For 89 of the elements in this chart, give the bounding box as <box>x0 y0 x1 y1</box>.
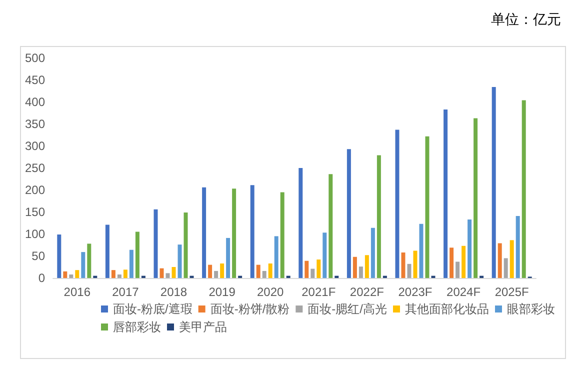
x-tick-label: 2016 <box>64 285 91 299</box>
bar <box>522 100 526 278</box>
bar <box>395 130 400 278</box>
bar <box>256 264 260 278</box>
bar <box>87 244 92 278</box>
bar <box>123 270 128 278</box>
bar <box>262 270 266 278</box>
bar <box>498 243 502 278</box>
x-tick-label: 2025F <box>494 285 529 299</box>
x-tick-label: 2022F <box>350 285 384 299</box>
x-tick-label: 2024F <box>446 285 481 299</box>
bar <box>310 268 315 278</box>
legend-label: 其他面部化妆品 <box>404 302 489 316</box>
bar <box>370 228 375 278</box>
y-tick-label: 350 <box>24 117 46 131</box>
bar <box>516 216 520 278</box>
y-tick-label: 500 <box>24 51 46 65</box>
bar <box>316 260 321 278</box>
bar <box>117 274 122 278</box>
bar <box>135 232 140 278</box>
bar <box>172 267 176 278</box>
bar <box>129 250 134 278</box>
bar <box>81 252 86 278</box>
bar <box>274 236 278 278</box>
bar <box>510 240 514 278</box>
bar <box>419 224 424 278</box>
bar <box>425 136 430 278</box>
x-tick-label: 2017 <box>112 285 140 299</box>
bar <box>358 266 363 278</box>
y-tick-label: 0 <box>38 271 46 285</box>
bar <box>462 246 466 278</box>
legend-label: 面妆-粉饼/散粉 <box>210 302 290 316</box>
y-tick-label: 300 <box>24 139 46 153</box>
text: 单位：亿元 <box>491 11 561 27</box>
bar <box>57 234 62 278</box>
y-tick-label: 450 <box>24 73 46 87</box>
bar <box>226 238 230 278</box>
bar <box>154 209 158 278</box>
bar <box>111 270 116 278</box>
y-tick-label: 150 <box>24 205 46 219</box>
bar <box>401 252 406 278</box>
bar <box>69 274 74 278</box>
bar <box>504 258 508 278</box>
x-tick-label: 2018 <box>160 285 188 299</box>
bar <box>376 155 381 278</box>
bar <box>328 174 333 278</box>
bar <box>105 224 110 278</box>
bar <box>268 263 272 278</box>
bar <box>250 185 254 278</box>
bar <box>413 250 418 278</box>
bar <box>304 260 309 278</box>
bar <box>160 268 164 278</box>
bar <box>232 188 236 278</box>
bar <box>202 187 206 278</box>
x-tick-label: 2021F <box>302 285 336 299</box>
bar <box>468 219 472 278</box>
y-tick-label: 50 <box>32 249 46 263</box>
y-tick-label: 400 <box>24 95 46 109</box>
legend-label: 眼部彩妆 <box>506 302 555 316</box>
bar <box>166 273 170 278</box>
bar <box>456 262 460 278</box>
legend-label: 面妆-粉底/遮瑕 <box>113 302 192 316</box>
legend-label: 美甲产品 <box>179 320 227 334</box>
bar <box>322 232 327 278</box>
bar <box>346 149 351 278</box>
legend-label: 唇部彩妆 <box>113 320 161 334</box>
bar <box>492 87 496 278</box>
x-tick-label: 2023F <box>398 285 432 299</box>
y-tick-label: 200 <box>24 183 46 197</box>
bar <box>444 109 448 278</box>
bar <box>407 264 412 278</box>
bar <box>184 212 188 278</box>
bar <box>208 264 212 278</box>
bar <box>364 255 369 278</box>
bar <box>450 248 454 278</box>
bar <box>63 271 68 278</box>
bar <box>214 270 218 278</box>
bar <box>75 270 80 278</box>
bar <box>352 256 357 278</box>
x-tick-label: 2020 <box>257 285 284 299</box>
legend-label: 面妆-腮红/高光 <box>308 302 388 316</box>
bar <box>298 168 303 278</box>
y-tick-label: 250 <box>24 161 46 175</box>
bar <box>280 192 284 278</box>
bar <box>220 263 224 278</box>
y-tick-label: 100 <box>24 227 46 241</box>
bar <box>474 118 478 278</box>
bar <box>178 244 182 278</box>
x-tick-label: 2019 <box>208 285 236 299</box>
